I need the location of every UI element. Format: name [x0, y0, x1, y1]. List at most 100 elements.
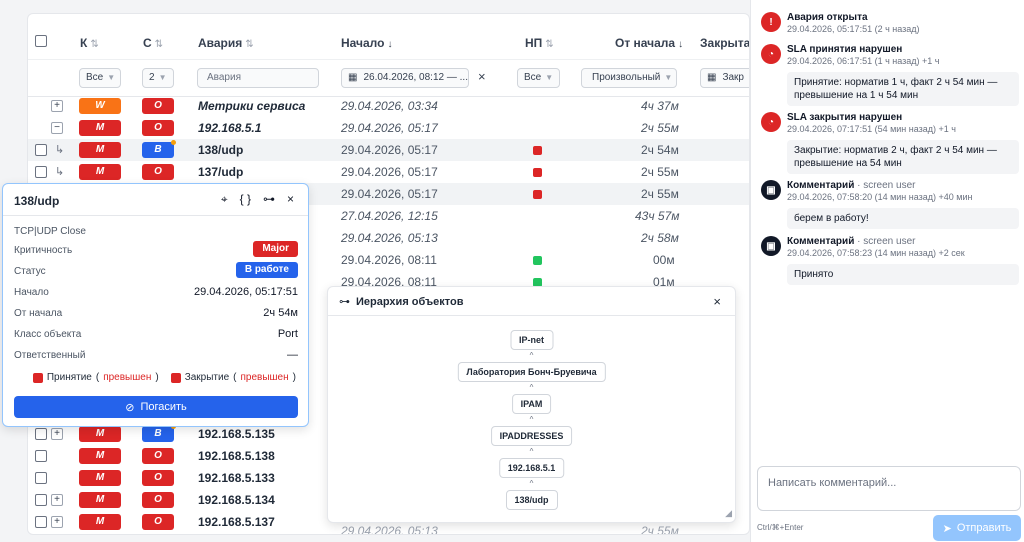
- event-note: Принятие: норматив 1 ч, факт 2 ч 54 мин …: [787, 72, 1019, 106]
- event-meta: 29.04.2026, 07:58:20 (14 мин назад) +40 …: [787, 192, 973, 202]
- table-row[interactable]: M O 192.168.5.138: [28, 445, 749, 467]
- event-title: SLA принятия нарушен: [787, 44, 903, 55]
- unpin-icon[interactable]: ⌖: [220, 192, 228, 206]
- collapse-toggle[interactable]: −: [51, 122, 63, 134]
- row-checkbox[interactable]: [35, 166, 47, 178]
- table-row[interactable]: 29.04.2026, 08:11 01м: [28, 271, 749, 293]
- alarm-since: 2ч 54м: [641, 143, 679, 157]
- alarm-source[interactable]: 192.168.5.137: [198, 515, 275, 529]
- alarm-since: 2ч 58м: [641, 231, 679, 245]
- alert-icon: !: [761, 12, 781, 32]
- col-c-header[interactable]: С ⇅: [143, 36, 164, 50]
- caret-up-icon: ^: [529, 415, 534, 424]
- alarm-start: 29.04.2026, 03:34: [341, 99, 438, 113]
- filter-close-daterange[interactable]: ▦ Закр: [700, 68, 749, 88]
- table-row[interactable]: + M O 192.168.5.134: [28, 489, 749, 511]
- close-icon[interactable]: ×: [713, 294, 721, 309]
- table-row[interactable]: ↳ M B 138/udp 29.04.2026, 05:17 2ч 54м: [28, 139, 749, 161]
- alarm-source[interactable]: 192.168.5.138: [198, 449, 275, 463]
- table-row[interactable]: ↳ M O 137/udp 29.04.2026, 05:17 2ч 55м: [28, 161, 749, 183]
- alarm-source[interactable]: Метрики сервиса: [198, 99, 306, 113]
- filter-alarm-input[interactable]: Авария: [197, 68, 319, 88]
- row-checkbox[interactable]: [35, 516, 47, 528]
- table-row[interactable]: − M O 192.168.5.1 29.04.2026, 05:17 2ч 5…: [28, 117, 749, 139]
- alarm-source[interactable]: 192.168.5.135: [198, 427, 275, 441]
- child-arrow-icon: ↳: [55, 166, 65, 178]
- json-icon[interactable]: { }: [239, 192, 251, 206]
- detail-start: Начало 29.04.2026, 05:17:51: [14, 286, 298, 298]
- row-checkbox[interactable]: [35, 450, 47, 462]
- table-row[interactable]: 27.04.2026, 12:15 43ч 57м: [28, 205, 749, 227]
- chevron-down-icon: ▼: [664, 73, 673, 82]
- resize-grip-icon[interactable]: ◢: [725, 508, 732, 518]
- events-panel: ! Авария открыта 29.04.2026, 05:17:51 (2…: [750, 0, 1024, 542]
- col-close-header[interactable]: Закрыта⇅: [700, 36, 750, 50]
- sla-accept-indicator: [32, 372, 43, 383]
- alarm-source[interactable]: 192.168.5.133: [198, 471, 275, 485]
- alarm-start: 29.04.2026, 05:17: [341, 121, 438, 135]
- expand-toggle[interactable]: +: [51, 516, 63, 528]
- table-row[interactable]: 29.04.2026, 08:11 00м: [28, 249, 749, 271]
- hierarchy-node[interactable]: IPADDRESSES: [490, 426, 573, 446]
- hierarchy-node[interactable]: Лаборатория Бонч-Бруевича: [457, 362, 606, 382]
- expand-toggle[interactable]: +: [51, 494, 63, 506]
- table-row[interactable]: M O 192.168.5.133: [28, 467, 749, 489]
- criticality-badge: M: [79, 514, 121, 530]
- row-checkbox[interactable]: [35, 144, 47, 156]
- select-all-checkbox[interactable]: [35, 35, 47, 47]
- alarm-source[interactable]: 137/udp: [198, 165, 244, 179]
- alarm-source[interactable]: 192.168.5.1: [198, 121, 262, 135]
- alarm-source[interactable]: 192.168.5.134: [198, 493, 275, 507]
- popup-title: Иерархия объектов: [356, 296, 464, 308]
- row-checkbox[interactable]: [35, 494, 47, 506]
- filter-k-select[interactable]: Все ▼: [79, 68, 121, 88]
- detail-since: От начала 2ч 54м: [14, 307, 298, 319]
- alarm-since: 43ч 57м: [635, 209, 680, 223]
- event-note: берем в работу!: [787, 208, 1019, 229]
- status-badge: O: [142, 98, 174, 114]
- clear-date-icon[interactable]: ×: [478, 69, 486, 84]
- col-since-header[interactable]: От начала ↓: [615, 36, 684, 50]
- hierarchy-node[interactable]: IP-net: [509, 330, 554, 350]
- np-indicator: [533, 278, 542, 287]
- col-k-header[interactable]: К ⇅: [80, 36, 99, 50]
- expand-toggle[interactable]: +: [51, 100, 63, 112]
- calendar-icon: ▦: [707, 72, 717, 83]
- hierarchy-node[interactable]: IPAM: [511, 394, 552, 414]
- sla-legend: Принятие (превышен) Закрытие (превышен): [32, 372, 296, 383]
- shortcut-hint: Ctrl/⌘+Enter: [757, 523, 804, 532]
- col-alarm-header[interactable]: Авария ⇅: [198, 36, 254, 50]
- filter-start-daterange[interactable]: ▦ 26.04.2026, 08:12 — ...: [341, 68, 469, 88]
- criticality-pill: Major: [253, 241, 298, 257]
- close-alarm-button[interactable]: ⊘ Погасить: [14, 396, 298, 418]
- table-row[interactable]: + M B 192.168.5.135: [28, 423, 749, 445]
- caret-up-icon: ^: [529, 383, 534, 392]
- event-title: Комментарий · screen user: [787, 236, 916, 247]
- send-button[interactable]: ➤ Отправить: [933, 515, 1021, 541]
- row-checkbox[interactable]: [35, 472, 47, 484]
- chevron-down-icon: ▼: [545, 73, 554, 82]
- event-title: Комментарий · screen user: [787, 180, 916, 191]
- comment-input[interactable]: Написать комментарий...: [757, 466, 1021, 511]
- table-row[interactable]: + W O Метрики сервиса 29.04.2026, 03:34 …: [28, 95, 749, 117]
- hierarchy-icon[interactable]: ⊶: [262, 192, 275, 206]
- row-checkbox[interactable]: [35, 428, 47, 440]
- close-icon[interactable]: ×: [286, 192, 294, 206]
- filter-c-select[interactable]: 2 ▼: [142, 68, 174, 88]
- bell-off-icon: ⊘: [125, 401, 135, 414]
- col-np-header[interactable]: НП ⇅: [525, 36, 554, 50]
- alarm-source[interactable]: 138/udp: [198, 143, 244, 157]
- alarm-since: 01м: [653, 275, 675, 289]
- expand-toggle[interactable]: +: [51, 428, 63, 440]
- alarm-start: 29.04.2026, 05:17: [341, 143, 438, 157]
- hierarchy-node[interactable]: 192.168.5.1: [498, 458, 565, 478]
- col-start-header[interactable]: Начало ↓: [341, 36, 393, 50]
- hierarchy-node[interactable]: 138/udp: [505, 490, 558, 510]
- alarm-start: 29.04.2026, 08:11: [341, 253, 437, 267]
- table-row[interactable]: + M O 192.168.5.137 29.04.2026, 05:13 2ч…: [28, 511, 749, 534]
- calendar-icon: ▦: [348, 72, 358, 83]
- table-row[interactable]: 29.04.2026, 05:13 2ч 58м: [28, 227, 749, 249]
- filter-np-select[interactable]: Все ▼: [517, 68, 560, 88]
- filter-since-select[interactable]: Произвольный ▼: [581, 68, 677, 88]
- alarm-start: 29.04.2026, 05:17: [341, 165, 438, 179]
